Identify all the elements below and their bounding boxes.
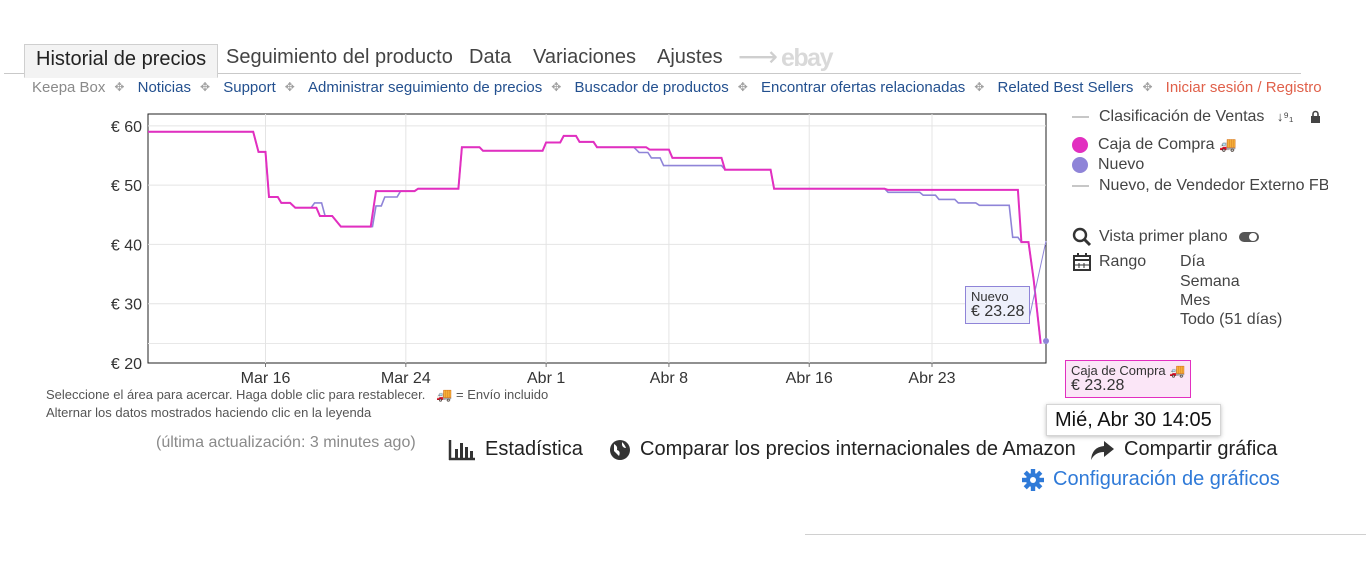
x-tick-label: Abr 23 xyxy=(908,370,955,387)
share-chart-label: Compartir gráfica xyxy=(1124,438,1278,460)
legend-buy-box-label: Caja de Compra xyxy=(1098,136,1215,153)
y-tick-label: € 50 xyxy=(111,178,142,195)
sort-numeric-icon[interactable]: ↓⁹₁ xyxy=(1276,109,1294,125)
gear-icon xyxy=(1022,468,1044,491)
tooltip-buybox-value: € 23.28 xyxy=(1071,377,1125,394)
y-tick-label: € 20 xyxy=(111,356,142,373)
tooltip-buybox: Caja de Compra 🚚 € 23.28 xyxy=(1065,360,1192,398)
separator-icon: ✥ xyxy=(199,80,211,95)
chart-notes: Seleccione el área para acercar. Haga do… xyxy=(46,386,548,422)
ebay-logo[interactable]: ebay xyxy=(781,44,833,72)
link-keepa-box[interactable]: Keepa Box xyxy=(32,78,106,96)
tooltip-new-label: Nuevo xyxy=(971,289,1009,304)
note-shipping: = Envío incluido xyxy=(456,387,549,402)
hover-point-marker xyxy=(1043,338,1049,344)
y-tick-label: € 40 xyxy=(111,237,142,254)
closeup-label: Vista primer plano xyxy=(1099,228,1228,246)
x-tick-label: Abr 1 xyxy=(527,370,565,387)
x-tick-label: Abr 16 xyxy=(786,370,833,387)
tab-price-history[interactable]: Historial de precios xyxy=(24,44,219,78)
sublinks-bar: Keepa Box ✥ Noticias ✥ Support ✥ Administra… xyxy=(32,78,1322,96)
compare-international-button[interactable]: Comparar los precios internacionales de … xyxy=(609,438,1076,461)
legend-new[interactable]: Nuevo xyxy=(1070,156,1144,174)
y-tick-label: € 30 xyxy=(111,297,142,314)
tab-data[interactable]: Data xyxy=(469,46,512,68)
search-icon xyxy=(1072,227,1092,247)
share-arrow-icon xyxy=(1091,440,1114,460)
share-chart-button[interactable]: Compartir gráfica xyxy=(1089,438,1277,461)
toggle-icon[interactable] xyxy=(1238,230,1260,244)
truck-icon: 🚚 xyxy=(1218,136,1237,152)
chart-settings-link[interactable]: Configuración de gráficos xyxy=(1022,468,1280,491)
legend-sales-rank-label: Clasificación de Ventas xyxy=(1099,108,1265,125)
tab-settings[interactable]: Ajustes xyxy=(657,46,723,68)
separator-icon: ✥ xyxy=(551,80,562,95)
tooltip-connector xyxy=(1028,240,1047,320)
note-zoom: Seleccione el área para acercar. Haga do… xyxy=(46,387,426,402)
tooltip-buybox-label: Caja de Compra xyxy=(1071,363,1166,378)
range-day[interactable]: Día xyxy=(1180,253,1205,270)
y-axis: € 60 € 50 € 40 € 30 € 20 xyxy=(111,119,142,373)
x-tick-label: Mar 16 xyxy=(241,370,291,387)
calendar-icon xyxy=(1073,253,1091,271)
statistics-button[interactable]: Estadística xyxy=(448,438,583,461)
x-tick-label: Abr 8 xyxy=(650,370,688,387)
truck-icon: 🚚 xyxy=(436,387,453,402)
series-lines xyxy=(148,130,1042,344)
price-history-chart[interactable]: € 60 € 50 € 40 € 30 € 20 Mar 16 Mar 24 Abr 1 Ab… xyxy=(0,100,1050,400)
y-tick-label: € 60 xyxy=(111,119,142,136)
range-label: Rango xyxy=(1099,253,1147,271)
bottom-divider xyxy=(805,534,1366,535)
globe-icon xyxy=(610,439,630,460)
link-related-best-sellers[interactable]: Related Best Sellers xyxy=(997,78,1134,96)
legend-new-fbm-label: Nuevo, de Vendedor Externo FBM xyxy=(1099,177,1328,194)
legend-sales-rank[interactable]: Clasificación de Ventas ↓⁹₁ xyxy=(1070,108,1321,126)
link-login-register[interactable]: Iniciar sesión / Registro xyxy=(1165,78,1322,96)
compare-international-label: Comparar los precios internacionales de … xyxy=(640,438,1076,460)
arrow-right-icon: ⟶ xyxy=(738,41,779,72)
legend-dot xyxy=(1072,136,1088,153)
separator-icon: ✥ xyxy=(974,80,985,95)
tab-variations[interactable]: Variaciones xyxy=(533,46,637,68)
x-tick-label: Mar 24 xyxy=(381,370,431,387)
truck-icon: 🚚 xyxy=(1169,363,1186,378)
closeup-toggle-row[interactable]: Vista primer plano xyxy=(1070,227,1260,247)
statistics-label: Estadística xyxy=(485,438,583,460)
link-support[interactable]: Support xyxy=(223,78,276,96)
legend-line-icon xyxy=(1072,115,1089,118)
tab-divider xyxy=(4,73,1301,74)
last-updated: (última actualización: 3 minutes ago) xyxy=(156,434,416,451)
range-row: Rango xyxy=(1070,252,1146,272)
tab-product-tracking[interactable]: Seguimiento del producto xyxy=(226,46,453,68)
link-product-finder[interactable]: Buscador de productos xyxy=(574,78,729,96)
range-week[interactable]: Semana xyxy=(1180,273,1240,290)
separator-icon: ✥ xyxy=(284,80,295,95)
plot-area[interactable] xyxy=(147,113,1047,364)
tooltip-date: Mié, Abr 30 14:05 xyxy=(1046,404,1221,436)
link-manage-tracking[interactable]: Administrar seguimiento de precios xyxy=(308,78,543,96)
legend-new-fbm[interactable]: Nuevo, de Vendedor Externo FBM xyxy=(1070,177,1328,195)
tooltip-new: Nuevo € 23.28 xyxy=(965,286,1031,324)
separator-icon: ✥ xyxy=(737,80,748,95)
range-all[interactable]: Todo (51 días) xyxy=(1180,311,1283,328)
x-axis: Mar 16 Mar 24 Abr 1 Abr 8 Abr 16 Abr 23 xyxy=(241,363,956,387)
separator-icon: ✥ xyxy=(1142,80,1153,95)
separator-icon: ✥ xyxy=(114,80,125,95)
note-toggle: Alternar los datos mostrados haciendo cl… xyxy=(46,405,372,420)
chart-settings-label: Configuración de gráficos xyxy=(1053,468,1280,490)
tooltip-new-value: € 23.28 xyxy=(971,303,1025,320)
range-month[interactable]: Mes xyxy=(1180,292,1211,309)
legend-buy-box[interactable]: Caja de Compra 🚚 xyxy=(1070,136,1236,154)
link-related-deals[interactable]: Encontrar ofertas relacionadas xyxy=(761,78,966,96)
lock-icon[interactable] xyxy=(1310,110,1321,124)
legend-new-label: Nuevo xyxy=(1098,156,1145,173)
legend-line-icon xyxy=(1072,184,1089,187)
bar-chart-icon xyxy=(448,439,475,460)
legend-dot xyxy=(1072,156,1088,173)
tab-bar: Historial de precios Seguimiento del pro… xyxy=(0,38,1301,78)
link-news[interactable]: Noticias xyxy=(137,78,191,96)
series-line-buy-box[interactable] xyxy=(148,130,1042,344)
